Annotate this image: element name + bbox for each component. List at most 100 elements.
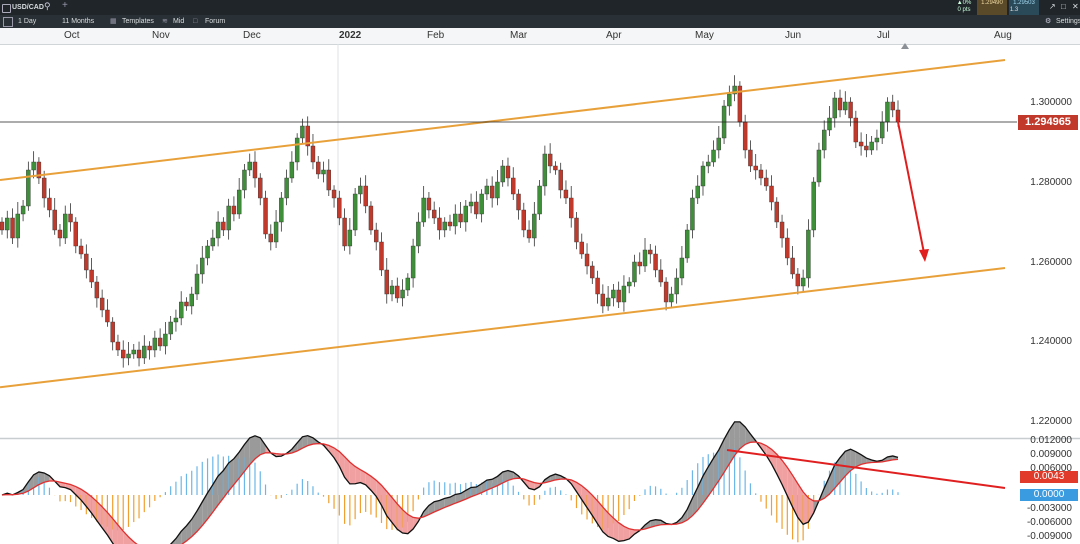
candle-body[interactable]	[157, 337, 163, 347]
candle-body[interactable]	[547, 153, 553, 167]
candle-body[interactable]	[5, 217, 10, 231]
candle-body[interactable]	[247, 161, 252, 171]
candle-body[interactable]	[89, 269, 94, 283]
candle-body[interactable]	[806, 229, 811, 279]
candle-body[interactable]	[221, 221, 226, 231]
candle-body[interactable]	[131, 349, 136, 355]
candle-body[interactable]	[342, 217, 347, 247]
candle-body[interactable]	[732, 85, 737, 95]
candle-body[interactable]	[769, 185, 774, 203]
candle-body[interactable]	[152, 337, 158, 351]
candle-body[interactable]	[495, 181, 500, 199]
symbol-label[interactable]: USD/CAD	[12, 4, 44, 11]
candle-body[interactable]	[663, 281, 669, 303]
candle-body[interactable]	[105, 309, 110, 323]
candle-body[interactable]	[648, 249, 653, 255]
candle-body[interactable]	[337, 197, 342, 219]
candle-body[interactable]	[658, 269, 664, 283]
candle-body[interactable]	[511, 177, 516, 195]
candle-body[interactable]	[679, 257, 685, 279]
candle-body[interactable]	[642, 249, 648, 267]
candle-body[interactable]	[358, 185, 363, 195]
candle-body[interactable]	[569, 197, 574, 219]
candle-body[interactable]	[194, 273, 200, 295]
candle-body[interactable]	[605, 297, 611, 307]
scroll-marker-icon[interactable]	[901, 43, 909, 49]
candle-body[interactable]	[627, 281, 632, 287]
candle-body[interactable]	[437, 217, 442, 231]
candle-body[interactable]	[284, 177, 289, 199]
price-axis[interactable]: 1.300000 1.280000 1.260000 1.240000 1.22…	[1017, 44, 1080, 544]
ask-box[interactable]: 1.29503 1.3	[1009, 0, 1039, 15]
candle-body[interactable]	[400, 289, 405, 299]
candle-body[interactable]	[15, 213, 21, 239]
candle-body[interactable]	[484, 185, 490, 195]
candle-body[interactable]	[384, 269, 389, 295]
candle-body[interactable]	[347, 229, 353, 247]
candle-body[interactable]	[706, 161, 711, 167]
candle-body[interactable]	[595, 277, 600, 295]
candle-body[interactable]	[305, 125, 310, 147]
candle-body[interactable]	[711, 149, 716, 163]
candle-body[interactable]	[379, 241, 384, 271]
candle-body[interactable]	[405, 277, 411, 291]
candle-body[interactable]	[310, 145, 316, 163]
candle-body[interactable]	[236, 189, 242, 215]
candle-body[interactable]	[316, 161, 321, 175]
candle-body[interactable]	[279, 197, 284, 223]
interval-button[interactable]: 1 Day	[18, 18, 37, 25]
candle-body[interactable]	[178, 301, 184, 319]
candle-body[interactable]	[574, 217, 579, 243]
candle-body[interactable]	[26, 169, 31, 207]
candle-body[interactable]	[121, 349, 126, 359]
window-icon[interactable]: □	[1061, 2, 1066, 11]
candle-body[interactable]	[864, 145, 869, 151]
candle-body[interactable]	[421, 197, 426, 223]
channel-upper-line[interactable]	[0, 59, 1006, 181]
candle-body[interactable]	[753, 165, 758, 171]
close-icon[interactable]: ✕	[1072, 2, 1079, 11]
candle-body[interactable]	[52, 209, 57, 231]
candle-body[interactable]	[848, 101, 853, 119]
candle-body[interactable]	[516, 193, 521, 211]
candle-body[interactable]	[41, 177, 47, 199]
candle-body[interactable]	[764, 177, 769, 187]
candle-body[interactable]	[690, 197, 695, 231]
candle-body[interactable]	[115, 341, 121, 351]
channel-lower-line[interactable]	[0, 267, 1006, 389]
candle-body[interactable]	[258, 177, 263, 199]
candle-body[interactable]	[363, 185, 368, 207]
range-button[interactable]: 11 Months	[62, 18, 95, 25]
candle-body[interactable]	[99, 297, 105, 311]
candle-body[interactable]	[653, 253, 658, 271]
settings-button[interactable]: Settings	[1056, 18, 1080, 25]
forum-button[interactable]: Forum	[205, 18, 226, 25]
candle-body[interactable]	[890, 101, 895, 111]
candle-body[interactable]	[94, 281, 100, 299]
mid-button[interactable]: Mid	[173, 18, 185, 25]
candle-body[interactable]	[426, 197, 432, 211]
candle-body[interactable]	[205, 245, 210, 259]
candle-body[interactable]	[727, 93, 732, 107]
candle-body[interactable]	[611, 289, 616, 299]
candle-body[interactable]	[300, 125, 305, 139]
candle-body[interactable]	[268, 233, 273, 243]
candle-body[interactable]	[68, 213, 73, 223]
detach-icon[interactable]: ↗	[1049, 2, 1056, 11]
candle-body[interactable]	[785, 237, 790, 259]
candle-body[interactable]	[885, 101, 890, 123]
candle-body[interactable]	[827, 117, 832, 131]
candle-body[interactable]	[78, 245, 84, 255]
candle-body[interactable]	[136, 349, 142, 359]
candle-body[interactable]	[500, 165, 505, 183]
candle-body[interactable]	[800, 277, 806, 287]
candle-body[interactable]	[832, 97, 837, 119]
candle-body[interactable]	[36, 161, 42, 179]
candle-body[interactable]	[579, 241, 584, 255]
candle-body[interactable]	[600, 293, 606, 307]
candle-body[interactable]	[374, 229, 379, 243]
candle-body[interactable]	[242, 169, 247, 191]
candle-body[interactable]	[173, 317, 179, 323]
candle-body[interactable]	[63, 213, 68, 239]
